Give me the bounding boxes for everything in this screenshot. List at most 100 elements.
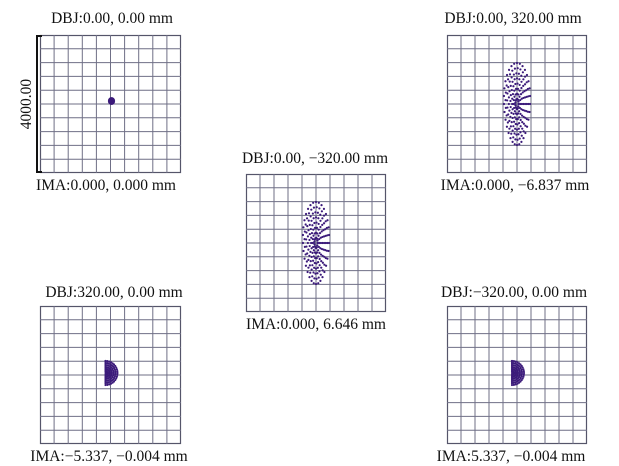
spot-ray-point <box>514 122 517 126</box>
spot-ray-point <box>326 234 329 237</box>
spot-ray-point <box>112 380 116 383</box>
spot-ray-point <box>509 136 512 140</box>
spot-ray-point <box>510 369 514 373</box>
spot-ray-point <box>522 371 526 375</box>
spot-ray-point <box>508 119 511 122</box>
spot-ray-point <box>308 233 311 236</box>
spot-ray-point <box>503 87 506 90</box>
spot-ray-point <box>317 201 320 204</box>
spot-ray-point <box>106 381 109 384</box>
spot-ray-point <box>104 359 107 363</box>
spot-ray-point <box>519 93 523 96</box>
spot-ray-point <box>320 210 323 213</box>
spot-ray-point <box>523 68 527 72</box>
spot-ray-point <box>323 270 326 274</box>
spot-ray-point <box>318 251 321 254</box>
spot-ray-point <box>513 106 516 110</box>
spot-ray-point <box>302 226 305 229</box>
spot-ray-point <box>517 133 520 136</box>
spot-ray-point <box>313 243 316 246</box>
spot-ray-point <box>521 377 524 380</box>
spot-ray-point <box>317 249 320 252</box>
spot-ray-point <box>524 116 527 119</box>
spot-ray-point <box>311 237 314 241</box>
spot-ray-point <box>322 207 326 211</box>
spot-ray-point <box>318 264 321 267</box>
spot-ray-point <box>510 381 514 385</box>
spot-ray-point <box>314 211 317 214</box>
spot-ray-point <box>311 212 314 215</box>
spot-ray-point <box>510 367 514 371</box>
spot-ray-point <box>311 251 314 254</box>
spot-ray-point <box>304 212 308 216</box>
spot-ray-point <box>517 362 521 365</box>
spot-ray-point <box>308 244 311 248</box>
spot-ray-point <box>302 249 305 253</box>
spot-ray-point <box>505 114 508 117</box>
spot-ray-point <box>504 99 507 102</box>
spot-ray-point <box>317 282 320 285</box>
spot-ray-point <box>314 282 318 286</box>
panel4-image-label: IMA:−5.337, −0.004 mm <box>30 448 188 465</box>
panel2-image-label: IMA:0.000, −6.837 mm <box>440 177 590 194</box>
spot-ray-point <box>324 234 327 238</box>
spot-ray-point <box>518 143 521 146</box>
panel1-spot-grid <box>39 34 182 174</box>
spot-ray-point <box>516 361 519 364</box>
spot-ray-point <box>511 97 514 100</box>
spot-ray-point <box>322 222 326 225</box>
spot-ray-point <box>525 89 528 92</box>
spot-ray-point <box>313 251 316 254</box>
spot-ray-point <box>510 373 514 377</box>
spot-ray-point <box>505 125 509 128</box>
spot-ray-point <box>305 238 308 241</box>
spot-ray-point <box>513 132 516 135</box>
spot-ray-point <box>507 102 510 106</box>
spot-ray-point <box>506 121 509 124</box>
spot-ray-point <box>308 254 311 257</box>
spot-ray-point <box>504 80 507 83</box>
spot-ray-point <box>318 232 322 235</box>
panel2-spot-grid <box>446 34 588 174</box>
spot-ray-point <box>510 76 513 79</box>
spot-ray-point <box>116 371 119 375</box>
spot-ray-point <box>525 125 529 128</box>
spot-ray-point <box>315 206 318 209</box>
spot-ray-point <box>513 116 516 119</box>
spot-ray-point <box>518 110 521 113</box>
spot-ray-point <box>314 257 317 260</box>
spot-ray-point <box>104 373 107 377</box>
spot-ray-point <box>323 263 326 266</box>
spot-ray-point <box>517 72 520 75</box>
spot-ray-point <box>310 279 313 282</box>
spot-ray-point <box>324 256 327 260</box>
spot-ray-point <box>324 220 327 223</box>
spot-ray-point <box>111 362 114 365</box>
spot-ray-point <box>510 363 514 367</box>
spot-ray-point <box>114 373 117 376</box>
spot-ray-point <box>306 225 309 228</box>
spot-ray-point <box>515 118 518 121</box>
spot-ray-point <box>324 264 328 267</box>
spot-ray-point <box>527 102 530 106</box>
spot-ray-point <box>312 245 315 249</box>
spot-ray-point <box>319 219 322 222</box>
spot-ray-point <box>514 82 517 86</box>
spot-ray-point <box>316 266 319 269</box>
spot-ray-point <box>522 115 525 118</box>
spot-ray-point <box>113 368 116 371</box>
spot-ray-point <box>518 62 521 65</box>
spot-ray-point <box>319 253 323 256</box>
spot-ray-point <box>523 83 527 86</box>
spot-ray-point <box>510 365 514 369</box>
spot-ray-point <box>312 201 315 204</box>
spot-ray-point <box>510 65 513 68</box>
spot-ray-point <box>516 67 519 70</box>
spot-ray-point <box>506 99 509 102</box>
spot-ray-point <box>522 130 525 133</box>
spot-ray-point <box>306 241 309 245</box>
spot-ray-point <box>313 221 316 225</box>
spot-ray-point <box>525 81 528 84</box>
spot-ray-point <box>104 379 107 383</box>
spot-ray-point <box>517 381 521 384</box>
